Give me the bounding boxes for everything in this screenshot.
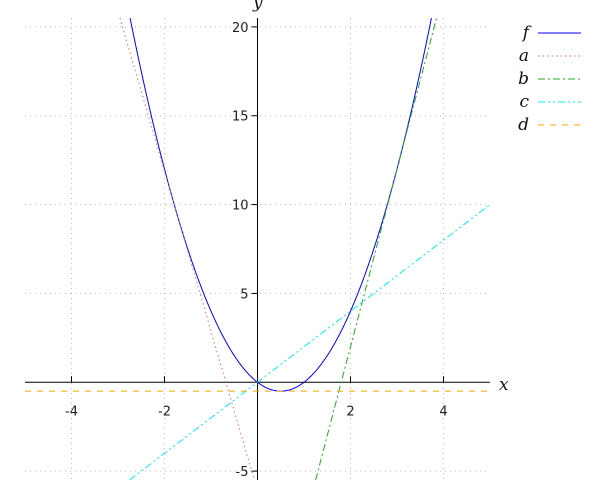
legend-label-d: d (518, 115, 529, 135)
tick-labels: -4 -2 2 4 -5 5 10 15 20 (65, 21, 448, 480)
x-tick-label: -4 (65, 404, 78, 419)
curves (25, 17, 491, 481)
series-c-line (129, 204, 491, 481)
x-tick-label: 4 (439, 404, 447, 419)
legend-label-a: a (519, 46, 529, 66)
y-tick-label: 20 (232, 21, 249, 36)
legend-label-c: c (519, 92, 529, 112)
series-a-line (119, 17, 255, 481)
y-tick-label: 5 (240, 287, 248, 302)
grid (25, 18, 490, 480)
y-tick-label: -5 (236, 465, 249, 480)
y-axis-label: y (252, 0, 263, 13)
y-tick-label: 15 (232, 110, 249, 125)
x-tick-label: 2 (346, 404, 354, 419)
axes (25, 18, 490, 480)
legend-label-b: b (518, 69, 529, 89)
y-tick-label: 10 (232, 199, 249, 214)
series-b-line (315, 17, 438, 481)
legend-label-f: f (521, 23, 532, 43)
x-tick-label: -2 (158, 404, 171, 419)
x-axis-label: x (499, 375, 509, 395)
